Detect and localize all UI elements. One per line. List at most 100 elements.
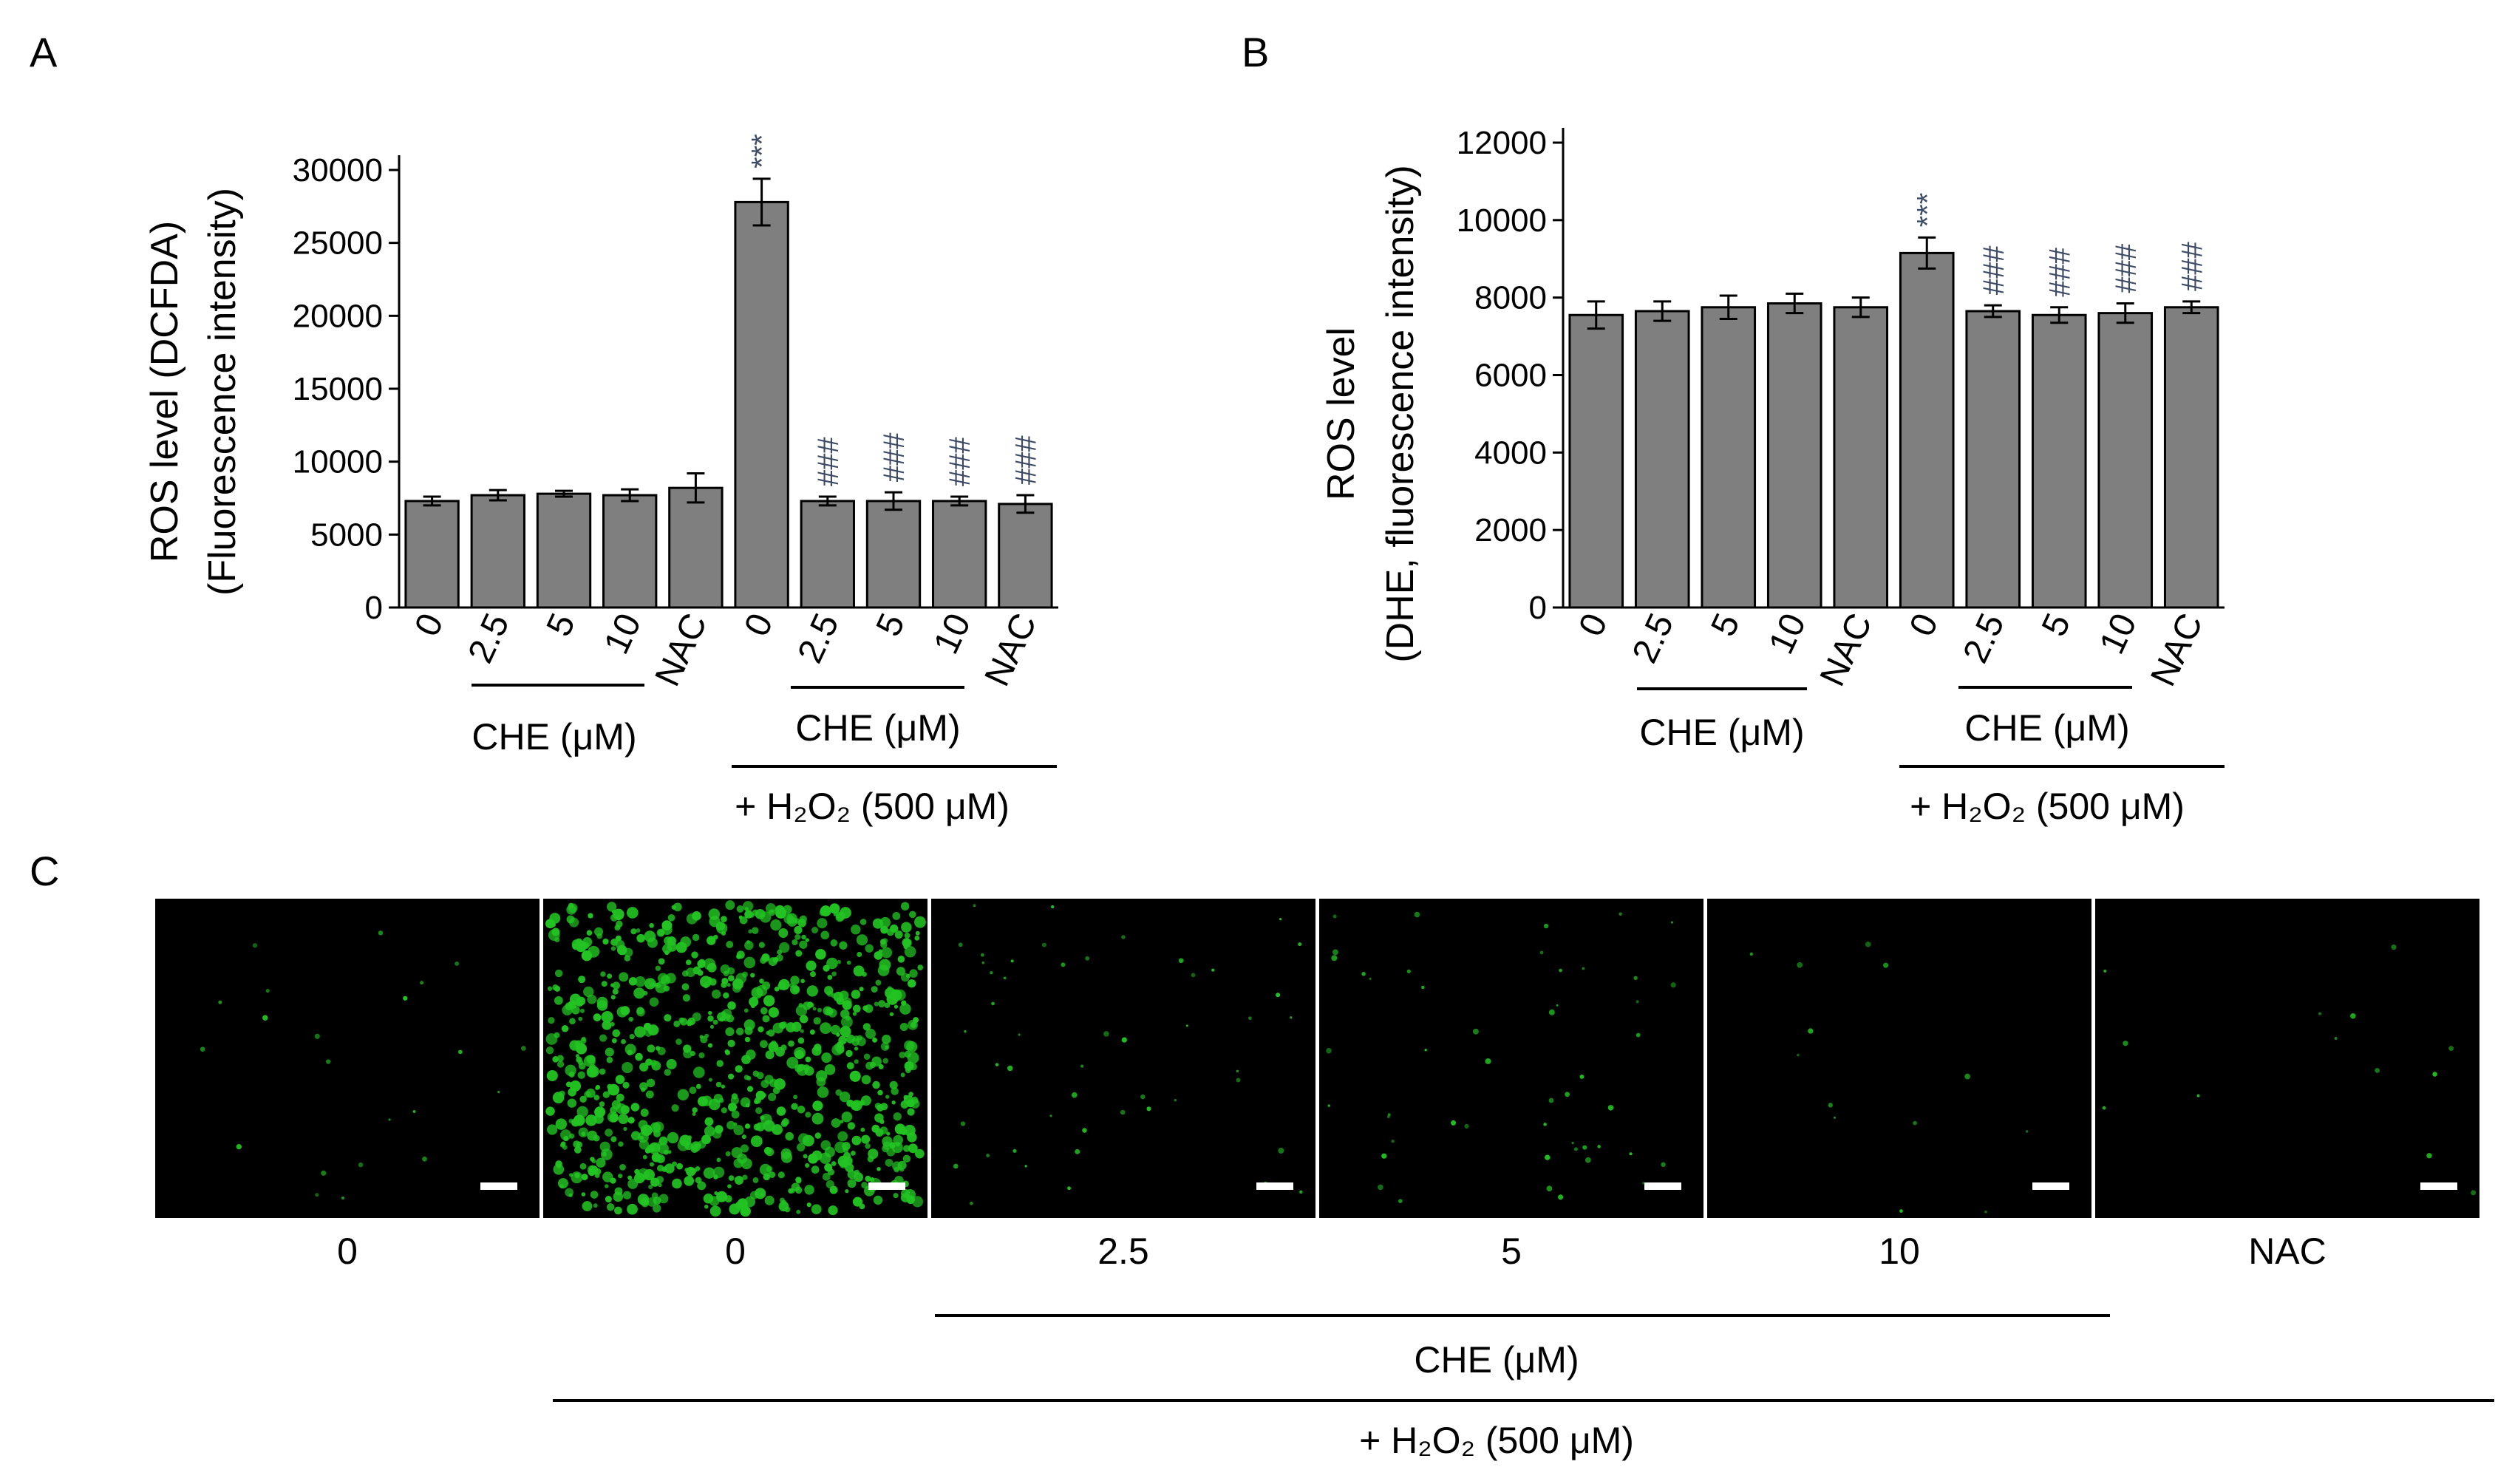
cell-signal	[811, 1165, 820, 1174]
chart-b-y-tick-label-5: 10000	[1457, 202, 1547, 239]
cell-signal	[687, 1135, 692, 1140]
cell-signal	[684, 1175, 695, 1186]
cell-signal	[662, 944, 672, 954]
cell-signal	[894, 989, 906, 1001]
chart-b-category-label-9: NAC	[2143, 607, 2210, 692]
cell-signal	[663, 1149, 669, 1155]
cell-signal	[600, 971, 606, 977]
cell-signal	[721, 1084, 726, 1089]
cell-signal	[809, 971, 816, 978]
cell-signal	[653, 1197, 661, 1205]
chart-b-significance-5: ***	[1911, 193, 1944, 228]
chart-b-group-label-2: CHE (μM)	[1964, 707, 2129, 749]
cell-signal	[991, 1001, 995, 1006]
cell-signal	[619, 972, 629, 982]
cell-signal	[901, 1000, 907, 1006]
chart-a-bar-6	[800, 500, 855, 609]
cell-signal	[559, 1090, 565, 1097]
chart-b-category-label-5: 0	[1902, 607, 1946, 642]
cell-signal	[557, 1178, 568, 1189]
micrograph-label-2: 2.5	[1097, 1231, 1149, 1272]
cell-signal	[545, 919, 555, 929]
cell-signal	[768, 1007, 779, 1018]
cell-signal	[960, 1121, 966, 1126]
cell-signal	[1833, 1116, 1837, 1119]
chart-a-category-label-1: 2.5	[461, 607, 517, 669]
cell-signal	[797, 1037, 805, 1044]
cell-signal	[2102, 1106, 2106, 1110]
chart-b-y-tick-label-4: 8000	[1474, 280, 1547, 316]
cell-signal	[583, 986, 594, 998]
cell-signal	[700, 1035, 708, 1044]
cell-signal	[766, 1030, 770, 1035]
cell-signal	[753, 1123, 761, 1131]
cell-signal	[725, 1027, 735, 1037]
chart-a-ylabel-line1: ROS level (DCFDA)	[143, 221, 186, 562]
cell-signal	[690, 1145, 699, 1153]
cell-signal	[1607, 1105, 1614, 1111]
cell-signal	[567, 1098, 577, 1108]
cell-signal	[571, 939, 582, 949]
cell-signal	[826, 990, 834, 997]
chart-a-category-label-3: 10	[597, 607, 650, 660]
cell-signal	[602, 1091, 610, 1098]
cell-signal	[677, 1089, 689, 1100]
cell-signal	[780, 1120, 788, 1127]
chart-b-bar-1	[1634, 310, 1690, 609]
micrograph-label-4: 10	[1879, 1231, 1920, 1272]
cell-signal	[628, 1016, 634, 1022]
cell-signal	[597, 1108, 603, 1113]
chart-a-y-tick-label-2: 10000	[293, 444, 383, 480]
cell-signal	[752, 927, 759, 934]
cell-signal	[579, 1163, 587, 1170]
cell-signal	[856, 934, 868, 946]
cell-signal	[636, 1007, 645, 1017]
cell-signal	[743, 1019, 755, 1031]
cell-signal	[796, 1209, 801, 1214]
cell-signal	[744, 941, 754, 950]
cell-signal	[547, 1124, 558, 1135]
cell-signal	[726, 983, 731, 987]
cell-signal	[455, 961, 460, 966]
cell-signal	[742, 1174, 748, 1180]
cell-signal	[839, 1159, 848, 1168]
cell-signal	[556, 1061, 565, 1068]
cell-signal	[693, 1066, 705, 1078]
cell-signal	[695, 1083, 701, 1089]
cell-signal	[840, 1026, 851, 1038]
chart-a-category-label-8: 10	[927, 607, 979, 660]
cell-signal	[686, 1166, 696, 1177]
cell-signal	[837, 959, 842, 964]
cell-signal	[661, 920, 673, 931]
cell-signal	[697, 1140, 707, 1149]
cell-signal	[772, 1124, 783, 1135]
cell-signal	[1120, 1109, 1126, 1115]
micrograph-0	[155, 899, 539, 1218]
cell-signal	[635, 1052, 643, 1061]
cell-signal	[1585, 1157, 1591, 1163]
cell-signal	[794, 1046, 806, 1059]
chart-b-ylabel-line1: ROS level	[1320, 327, 1363, 500]
cell-signal	[865, 1143, 871, 1149]
cell-signal	[656, 1164, 664, 1172]
cell-signal	[590, 1069, 596, 1075]
chart-a-significance-8: ###	[944, 437, 976, 486]
cell-signal	[620, 1006, 630, 1015]
scale-bar-5	[2420, 1182, 2457, 1190]
micrograph-background-3	[1319, 899, 1703, 1218]
cell-signal	[1075, 1148, 1080, 1154]
cell-signal	[555, 1118, 568, 1130]
cell-signal	[901, 1188, 910, 1198]
cell-signal	[639, 1062, 649, 1072]
cell-signal	[805, 938, 809, 942]
cell-signal	[578, 976, 586, 984]
cell-signal	[728, 1073, 735, 1080]
cell-signal	[756, 1072, 764, 1080]
cell-signal	[695, 1166, 701, 1171]
chart-a-significance-7: ###	[878, 432, 910, 482]
cell-signal	[677, 1139, 690, 1151]
cell-signal	[765, 1050, 775, 1060]
cell-signal	[806, 985, 818, 997]
micrograph-label-1: 0	[725, 1231, 746, 1272]
cell-signal	[1378, 1184, 1383, 1191]
